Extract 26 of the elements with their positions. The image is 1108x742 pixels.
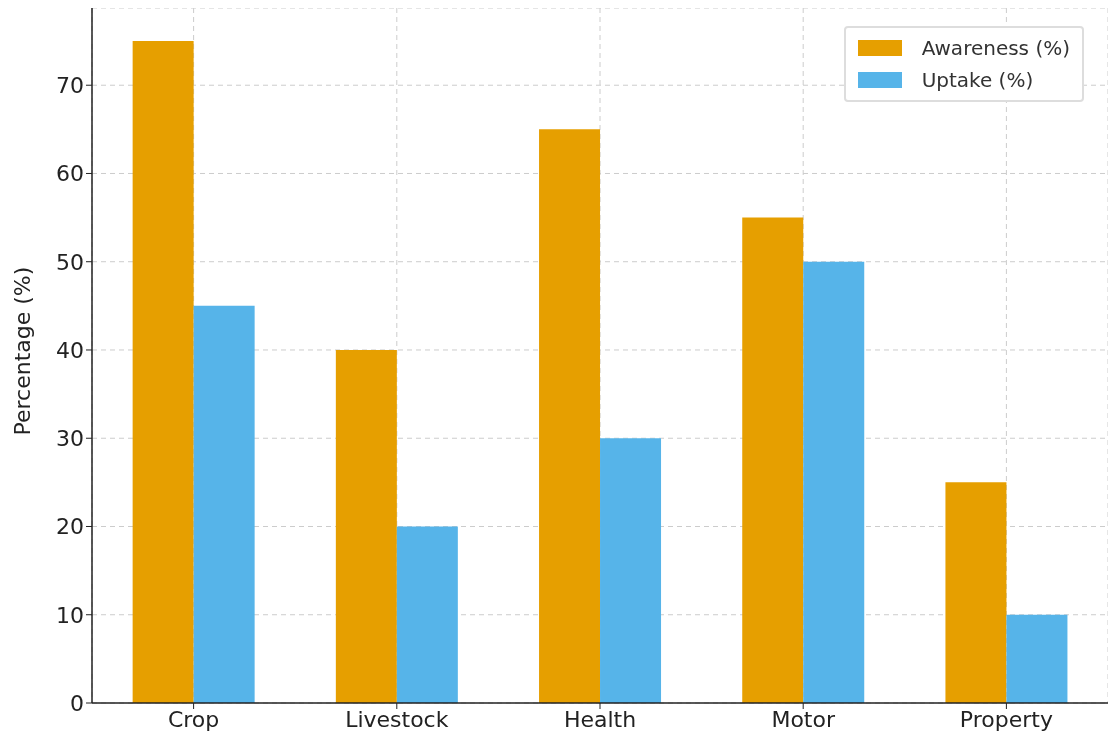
bar	[803, 261, 865, 703]
legend-label: Awareness (%)	[921, 35, 1070, 62]
bar	[193, 305, 255, 703]
y-tick-label: 30	[56, 426, 84, 452]
y-tick-label: 40	[56, 337, 84, 363]
bar	[600, 438, 662, 703]
y-axis-title: Percentage (%)	[9, 266, 35, 436]
bar	[335, 349, 397, 703]
y-tick-label: 70	[56, 73, 84, 99]
y-tick-label: 60	[56, 161, 84, 187]
bar	[945, 482, 1007, 703]
y-tick-label: 20	[56, 514, 84, 540]
y-tick-label: 50	[56, 249, 84, 275]
x-tick-label: Health	[563, 706, 637, 732]
bar	[132, 41, 194, 703]
bar	[396, 526, 458, 703]
bar	[742, 217, 804, 703]
legend-label: Uptake (%)	[921, 67, 1034, 94]
x-tick-label: Property	[959, 706, 1053, 732]
bar	[539, 129, 601, 703]
y-tick-label: 0	[70, 690, 84, 716]
x-tick-label: Crop	[167, 706, 220, 732]
bar	[1006, 614, 1068, 703]
y-tick-label: 10	[56, 602, 84, 628]
x-tick-label: Motor	[771, 706, 836, 732]
x-tick-label: Livestock	[345, 706, 449, 732]
